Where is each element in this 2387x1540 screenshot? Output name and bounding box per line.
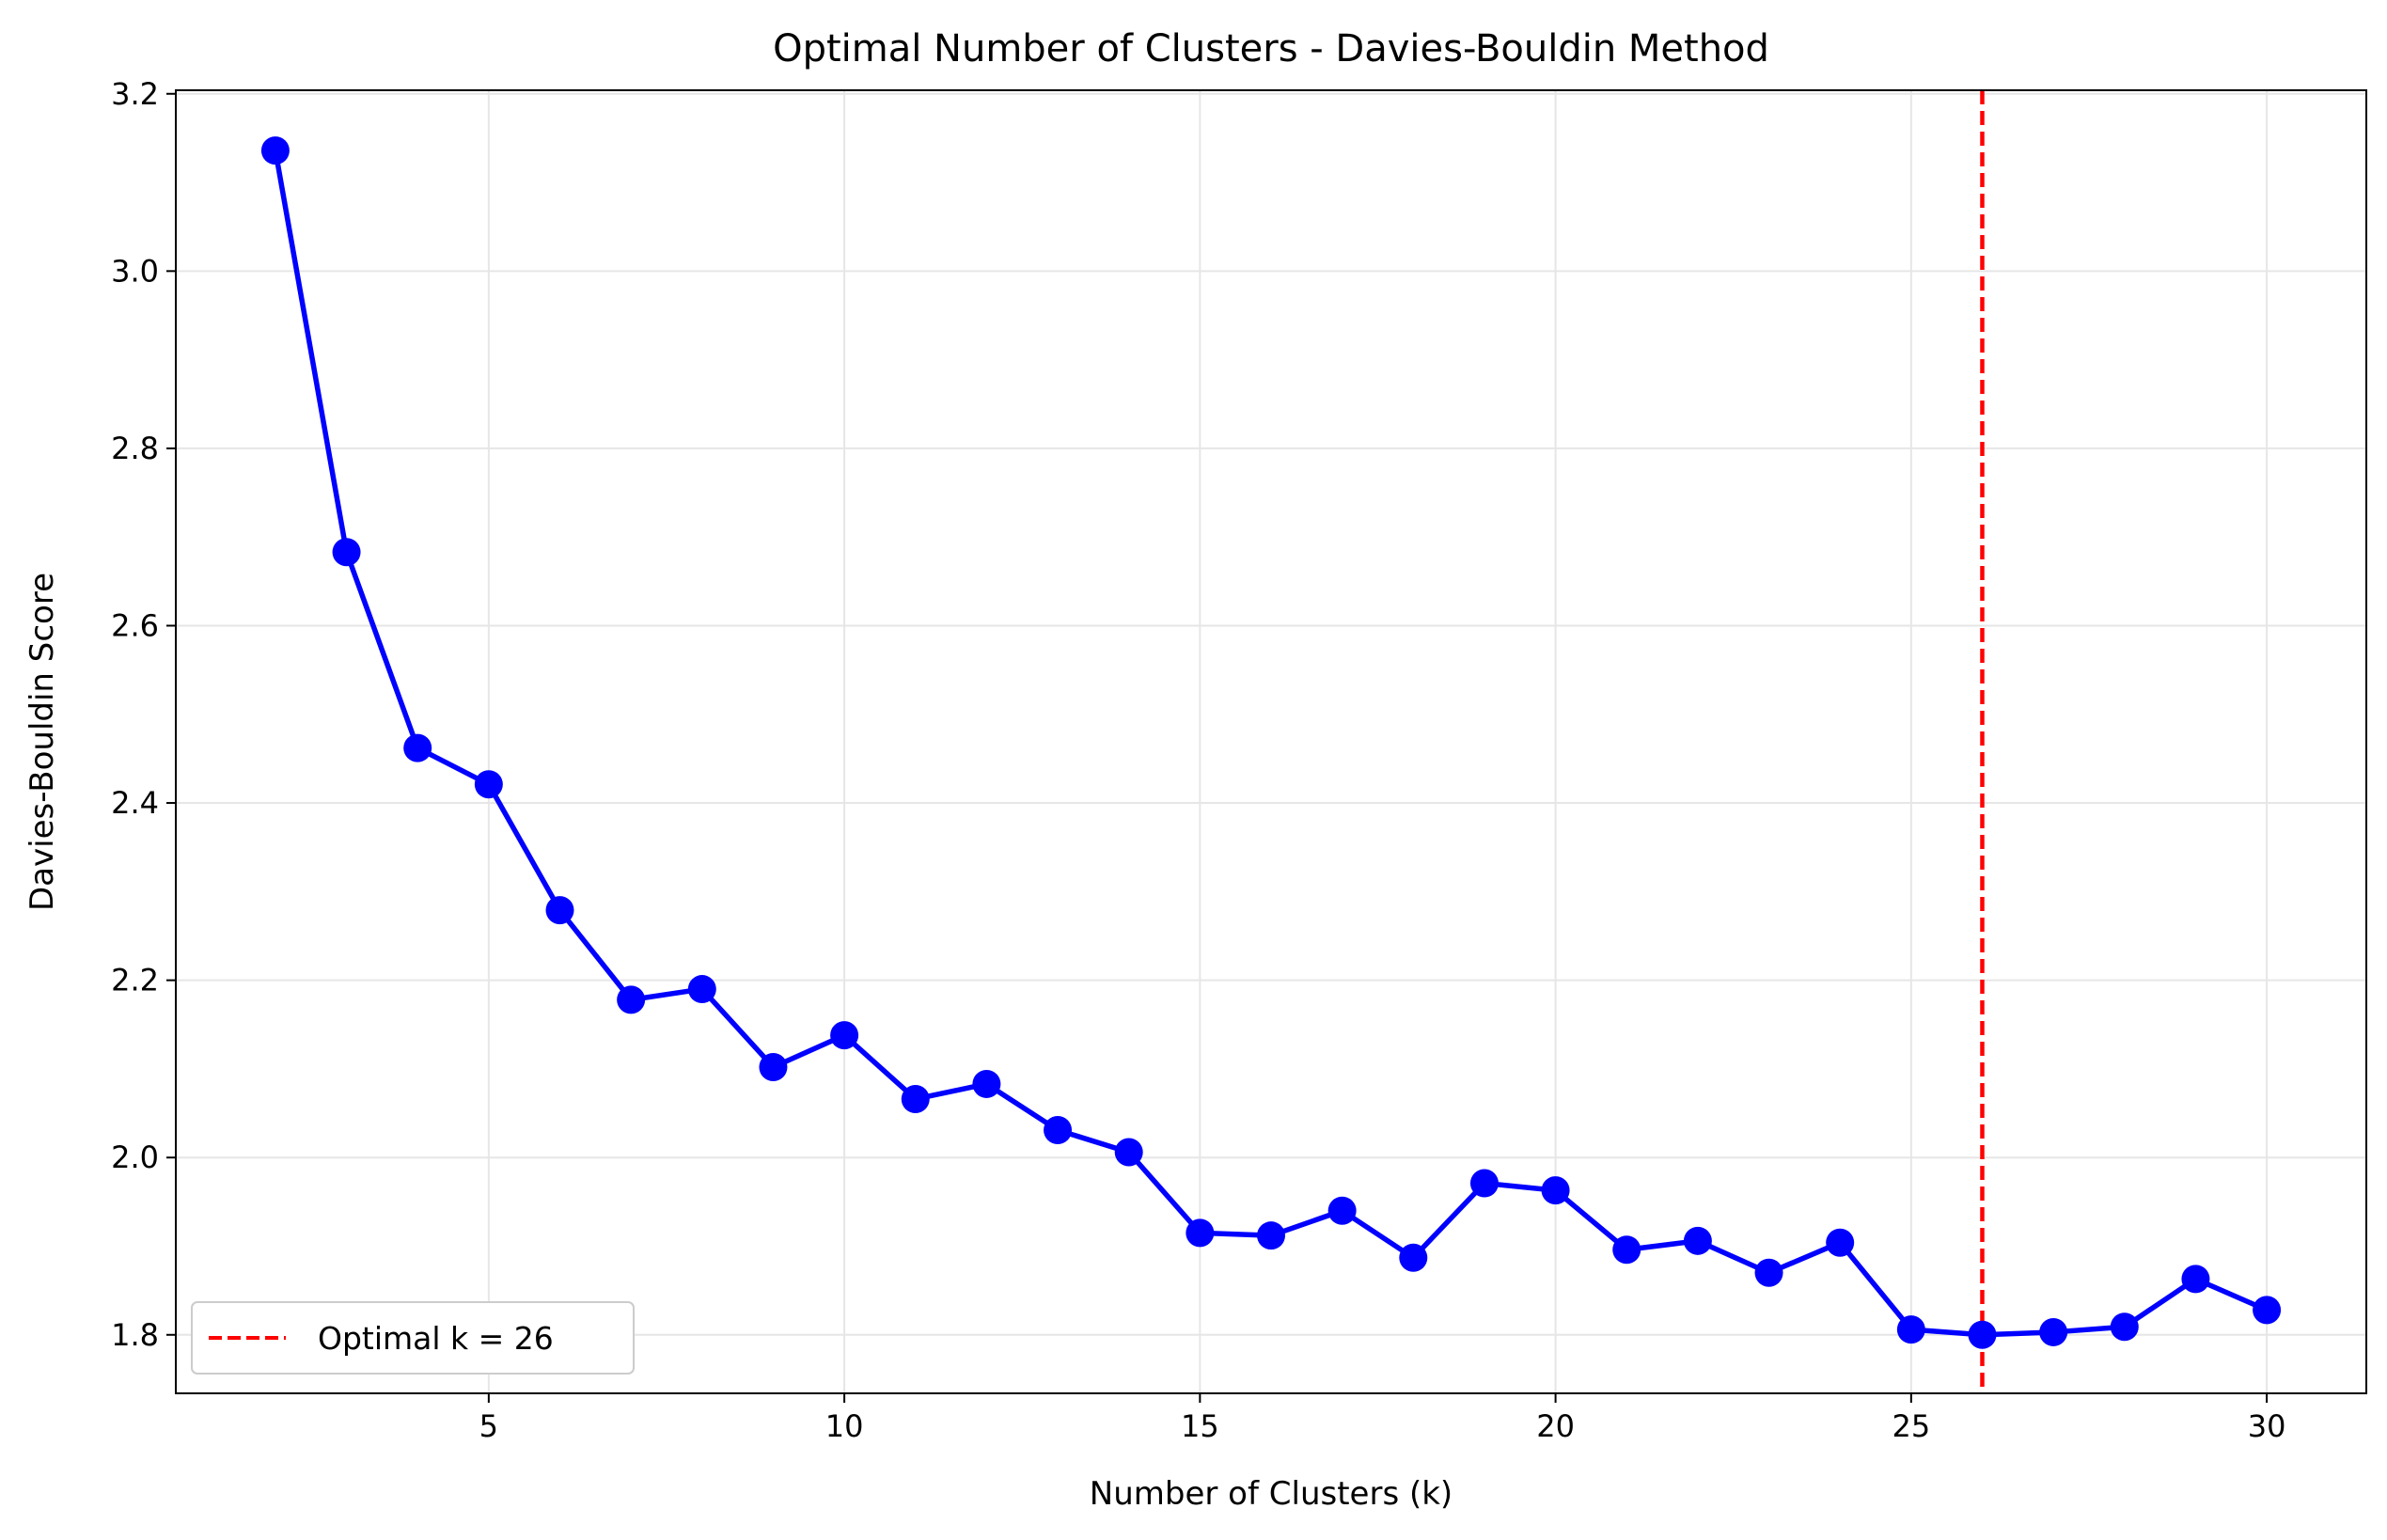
- data-point: [617, 985, 646, 1014]
- data-point: [1683, 1226, 1712, 1255]
- data-point: [1399, 1243, 1428, 1272]
- data-point: [2253, 1296, 2282, 1325]
- data-point: [901, 1084, 930, 1113]
- data-point: [1327, 1196, 1357, 1225]
- ticks: 5 10 15 20 25 30 1.8 2.0 2.2 2.4 2.6 2.8 3.0 3.2: [111, 76, 2285, 1444]
- chart-title: Optimal Number of Clusters - Davies-Boul…: [773, 27, 1769, 71]
- legend: Optimal k = 26: [191, 1301, 635, 1375]
- y-tick-label: 1.8: [111, 1317, 159, 1353]
- data-point: [1257, 1221, 1285, 1250]
- x-tick-label: 5: [479, 1408, 498, 1444]
- data-point: [972, 1069, 1001, 1098]
- legend-label-optimal-k: Optimal k = 26: [318, 1320, 554, 1357]
- y-tick-label: 3.2: [111, 76, 159, 112]
- data-point: [2039, 1317, 2068, 1346]
- legend-box: [191, 1301, 635, 1375]
- y-tick-label: 2.4: [111, 785, 159, 821]
- data-point: [1186, 1218, 1215, 1248]
- data-point: [403, 733, 432, 762]
- x-axis-label: Number of Clusters (k): [1090, 1475, 1453, 1513]
- data-point: [1968, 1320, 1997, 1349]
- data-point: [1826, 1228, 1855, 1257]
- y-axis-label: Davies-Bouldin Score: [24, 573, 61, 911]
- data-point: [1896, 1315, 1925, 1344]
- data-point: [1541, 1176, 1570, 1205]
- y-tick-label: 2.0: [111, 1139, 159, 1175]
- data-point: [1754, 1258, 1783, 1287]
- plot-frame: [175, 89, 2367, 1394]
- x-tick-label: 15: [1181, 1408, 1219, 1444]
- series-layer: [260, 136, 2282, 1349]
- data-point: [332, 538, 361, 567]
- y-tick-label: 2.6: [111, 607, 159, 643]
- grid: [176, 90, 2366, 1393]
- y-tick-label: 3.0: [111, 253, 159, 289]
- x-tick-label: 25: [1892, 1408, 1930, 1444]
- data-point: [1469, 1169, 1499, 1198]
- data-point: [2181, 1265, 2210, 1294]
- x-tick-label: 30: [2248, 1408, 2286, 1444]
- data-point: [474, 770, 503, 799]
- y-tick-label: 2.2: [111, 963, 159, 998]
- x-tick-label: 10: [825, 1408, 864, 1444]
- data-point: [545, 896, 574, 925]
- data-point: [1044, 1115, 1073, 1144]
- data-point: [830, 1021, 859, 1050]
- data-point: [260, 136, 290, 165]
- data-point: [1114, 1138, 1143, 1167]
- data-point: [2110, 1312, 2139, 1342]
- data-point: [1612, 1235, 1641, 1265]
- y-tick-label: 2.8: [111, 431, 159, 466]
- data-point: [687, 975, 716, 1004]
- data-point: [759, 1053, 788, 1082]
- x-tick-label: 20: [1536, 1408, 1575, 1444]
